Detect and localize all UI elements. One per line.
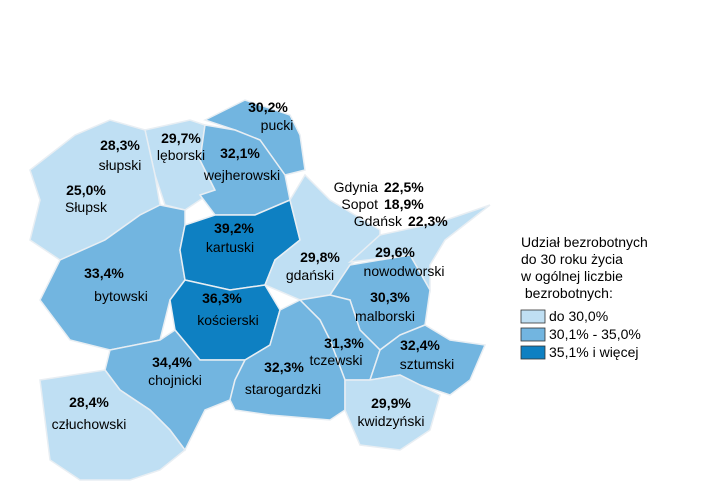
region-name: kościerski	[197, 312, 258, 328]
region-name: pucki	[261, 117, 294, 133]
region-name: starogardzki	[245, 381, 321, 397]
region-name: nowodworski	[364, 263, 445, 279]
region-value: 39,2%	[214, 220, 254, 236]
legend-label: 35,1% i więcej	[549, 344, 639, 360]
region-name: Słupsk	[65, 199, 108, 215]
legend-title: bezrobotnych:	[521, 285, 613, 301]
region-value: 31,3%	[324, 335, 364, 351]
region-value: 36,3%	[202, 290, 242, 306]
region-name: wejherowski	[203, 167, 280, 183]
region	[39, 369, 187, 481]
region-value: 29,7%	[161, 130, 201, 146]
legend-swatch	[520, 327, 546, 342]
region-value: 33,4%	[84, 265, 124, 281]
legend-label: 30,1% - 35,0%	[549, 326, 641, 342]
labels: 30,2% pucki 29,7%lęborski 32,1% wejherowski 2…	[52, 99, 455, 432]
legend-swatch	[520, 345, 546, 360]
region-name: kartuski	[206, 239, 254, 255]
legend-label: do 30,0%	[549, 308, 608, 324]
region-value: 29,9%	[371, 395, 411, 411]
city-name: Sopot	[341, 196, 378, 212]
region-value: 34,4%	[152, 354, 192, 370]
region-name: bytowski	[94, 288, 148, 304]
city-name: Gdańsk	[354, 213, 403, 229]
region-value: 32,3%	[264, 359, 304, 375]
legend-swatch	[520, 309, 546, 324]
legend-title: Udział bezrobotnych	[521, 234, 648, 250]
region-value: 30,2%	[248, 99, 288, 115]
city-value: 22,3%	[408, 213, 448, 229]
region-name: sztumski	[400, 356, 454, 372]
region-value: 28,3%	[100, 137, 140, 153]
region-value: 28,4%	[69, 394, 109, 410]
region-value: 25,0%	[66, 182, 106, 198]
city-value: 18,9%	[384, 196, 424, 212]
legend-title: w ogólnej liczbie	[520, 268, 623, 284]
city-name: Gdynia	[334, 179, 379, 195]
region-name: kwidzyński	[358, 413, 425, 429]
city-value: 22,5%	[384, 179, 424, 195]
region-name: chojnicki	[148, 372, 202, 388]
region-name: gdański	[286, 267, 334, 283]
region-value: 32,4%	[400, 337, 440, 353]
region-name: malborski	[355, 308, 415, 324]
region	[344, 374, 441, 451]
region-name: słupski	[99, 157, 142, 173]
legend-title: do 30 roku życia	[521, 251, 623, 267]
region-value: 29,6%	[375, 244, 415, 260]
region-name: tczewski	[310, 352, 363, 368]
region-value: 32,1%	[220, 145, 260, 161]
region-value: 30,3%	[370, 289, 410, 305]
region-name: człuchowski	[52, 416, 127, 432]
region-name: lęborski	[157, 147, 205, 163]
regions	[29, 99, 491, 481]
region-value: 29,8%	[300, 249, 340, 265]
